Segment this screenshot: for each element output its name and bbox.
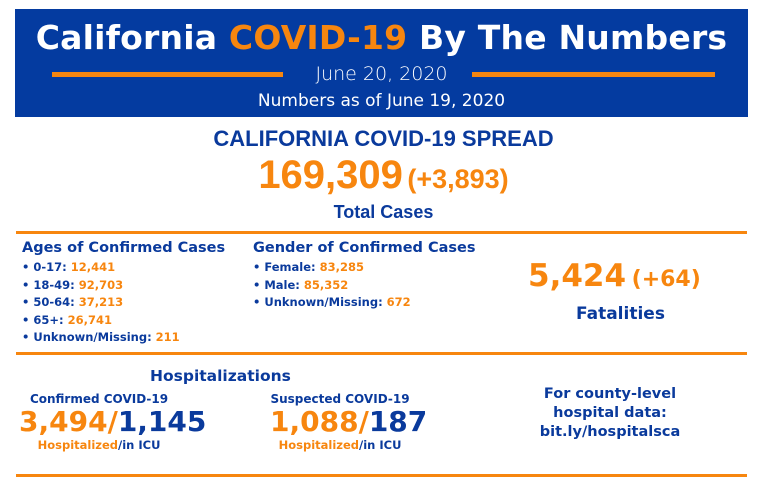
item-label: • 65+: (22, 312, 68, 327)
suspected-numbers: 1,088/187 (270, 405, 427, 438)
list-item: • 65+: 26,741 (22, 312, 225, 330)
list-item: • Unknown/Missing: 211 (22, 329, 225, 347)
fatalities-count: 5,424 (528, 258, 627, 294)
caption-hospitalized: Hospitalized (37, 438, 119, 452)
note-line-2: hospital data: (553, 405, 667, 421)
total-cases-label: Total Cases (333, 202, 434, 222)
header-banner: California COVID-19 By The Numbers June … (15, 9, 748, 117)
confirmed-subtitle: Confirmed COVID-19 (29, 392, 169, 406)
item-label: • 18-49: (22, 277, 79, 292)
hospitalizations-confirmed: Confirmed COVID-19 3,494/1,145 Hospitali… (19, 392, 206, 452)
separator: / (358, 405, 369, 438)
suspected-caption: Hospitalized/in ICU (270, 438, 410, 452)
item-label: • Unknown/Missing: (22, 330, 156, 344)
caption-icu: /in ICU (118, 438, 161, 452)
item-value: 83,285 (319, 260, 365, 274)
suspected-subtitle: Suspected COVID-19 (270, 392, 410, 406)
item-label: • Male: (253, 277, 304, 292)
data-as-of: Numbers as of June 19, 2020 (257, 91, 506, 111)
list-item: • Female: 83,285 (253, 259, 476, 277)
suspected-hospitalized: 1,088 (270, 405, 359, 438)
confirmed-numbers: 3,494/1,145 (19, 405, 206, 438)
ages-list: Ages of Confirmed Cases • 0-17: 12,441 •… (22, 240, 225, 347)
caption-hospitalized: Hospitalized (278, 438, 360, 452)
fatalities: 5,424 (+64) (528, 258, 701, 294)
note-line-1: For county-level (543, 386, 677, 402)
county-data-note: For county-level hospital data: bit.ly/h… (535, 385, 685, 442)
item-value: 92,703 (78, 277, 124, 292)
hospitalizations-title: Hospitalizations (150, 367, 291, 385)
header-divider-right (472, 72, 715, 77)
spread-heading: CALIFORNIA COVID-19 SPREAD (213, 126, 554, 151)
title-part2: By The Numbers (407, 18, 728, 57)
header-divider-left (52, 72, 283, 77)
fatalities-label: Fatalities (576, 304, 665, 324)
item-value: 85,352 (303, 277, 349, 292)
title-part1: California (35, 18, 229, 57)
hospital-data-link[interactable]: bit.ly/hospitalsca (539, 424, 681, 440)
total-cases-delta: (+3,893) (407, 164, 509, 194)
list-item: • Unknown/Missing: 672 (253, 294, 476, 312)
suspected-icu: 187 (368, 405, 428, 438)
list-item: • 18-49: 92,703 (22, 277, 225, 295)
section-divider (16, 474, 747, 477)
confirmed-icu: 1,145 (117, 405, 207, 438)
item-value: 26,741 (67, 312, 112, 327)
ages-title: Ages of Confirmed Cases (22, 240, 226, 256)
list-item: • 0-17: 12,441 (22, 259, 225, 277)
total-cases: 169,309 (+3,893) (0, 153, 767, 198)
section-divider (16, 352, 747, 355)
item-value: 12,441 (70, 260, 116, 274)
item-value: 672 (386, 295, 411, 309)
list-item: • 50-64: 37,213 (22, 294, 225, 312)
fatalities-delta: (+64) (631, 267, 701, 292)
title-accent: COVID-19 (228, 18, 408, 57)
item-value: 37,213 (78, 295, 124, 309)
separator: / (107, 405, 118, 438)
confirmed-caption: Hospitalized/in ICU (19, 438, 179, 452)
item-label: • Unknown/Missing: (253, 295, 387, 309)
section-divider (16, 231, 747, 234)
gender-list: Gender of Confirmed Cases • Female: 83,2… (253, 240, 476, 312)
confirmed-hospitalized: 3,494 (19, 405, 108, 438)
caption-icu: /in ICU (359, 438, 402, 452)
item-value: 211 (155, 330, 180, 344)
item-label: • 0-17: (22, 260, 71, 274)
hospitalizations-suspected: Suspected COVID-19 1,088/187 Hospitalize… (270, 392, 427, 452)
item-label: • Female: (253, 260, 320, 274)
list-item: • Male: 85,352 (253, 277, 476, 295)
total-cases-count: 169,309 (258, 153, 403, 197)
gender-title: Gender of Confirmed Cases (253, 240, 476, 256)
report-date: June 20, 2020 (315, 63, 448, 85)
page-title: California COVID-19 By The Numbers (15, 18, 748, 57)
item-label: • 50-64: (22, 295, 79, 309)
